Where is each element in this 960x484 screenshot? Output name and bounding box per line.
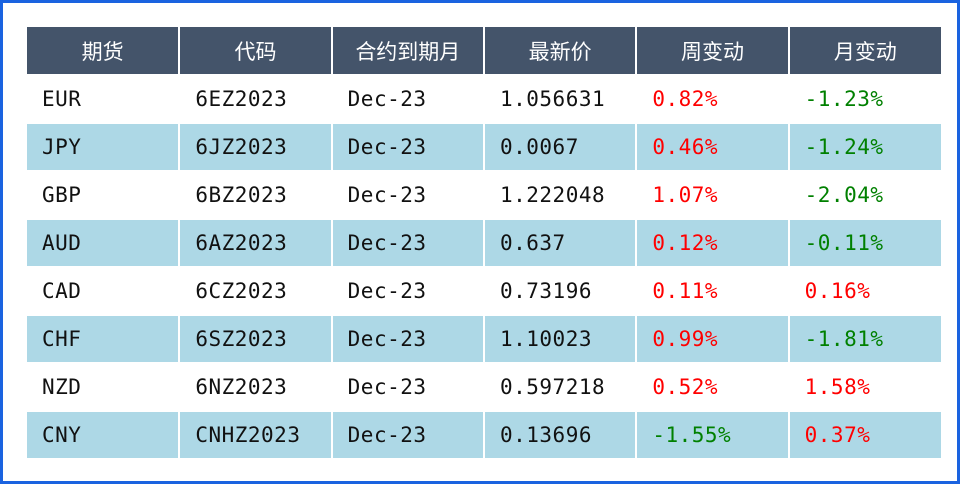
cell-week-change: 0.99% xyxy=(636,315,790,363)
cell-code: 6JZ2023 xyxy=(179,123,333,171)
cell-price: 1.056631 xyxy=(483,75,638,123)
table-row: AUD 6AZ2023 Dec-23 0.637 0.12% -0.11% xyxy=(27,219,941,267)
header-row: 期货 代码 合约到期月 最新价 周变动 月变动 xyxy=(27,27,941,75)
table-row: JPY 6JZ2023 Dec-23 0.0067 0.46% -1.24% xyxy=(27,123,941,171)
cell-week-change: 0.12% xyxy=(636,219,790,267)
cell-code: CNHZ2023 xyxy=(179,411,333,458)
cell-week-change: 0.82% xyxy=(636,75,790,123)
cell-expiry: Dec-23 xyxy=(331,315,485,363)
table-row: CHF 6SZ2023 Dec-23 1.10023 0.99% -1.81% xyxy=(27,315,941,363)
cell-expiry: Dec-23 xyxy=(331,267,485,315)
cell-month-change: 1.58% xyxy=(788,363,941,411)
cell-week-change: 0.46% xyxy=(636,123,790,171)
cell-price: 0.637 xyxy=(483,219,638,267)
cell-symbol: CAD xyxy=(27,267,181,315)
cell-code: 6EZ2023 xyxy=(179,75,333,123)
cell-week-change: 1.07% xyxy=(636,171,790,219)
cell-price: 0.597218 xyxy=(483,363,638,411)
cell-month-change: -0.11% xyxy=(788,219,941,267)
cell-expiry: Dec-23 xyxy=(331,219,485,267)
cell-month-change: -1.23% xyxy=(788,75,941,123)
cell-price: 1.222048 xyxy=(483,171,638,219)
header-futures: 期货 xyxy=(27,27,181,75)
cell-symbol: GBP xyxy=(27,171,181,219)
cell-month-change: -1.81% xyxy=(788,315,941,363)
futures-table: 期货 代码 合约到期月 最新价 周变动 月变动 EUR 6EZ2023 Dec-23… xyxy=(27,27,941,458)
cell-code: 6NZ2023 xyxy=(179,363,333,411)
cell-symbol: CNY xyxy=(27,411,181,458)
header-expiry: 合约到期月 xyxy=(331,27,485,75)
cell-expiry: Dec-23 xyxy=(331,123,485,171)
cell-code: 6BZ2023 xyxy=(179,171,333,219)
cell-symbol: EUR xyxy=(27,75,181,123)
header-code: 代码 xyxy=(179,27,333,75)
cell-month-change: -1.24% xyxy=(788,123,941,171)
table-row: CAD 6CZ2023 Dec-23 0.73196 0.11% 0.16% xyxy=(27,267,941,315)
cell-price: 0.73196 xyxy=(483,267,638,315)
header-week-change: 周变动 xyxy=(636,27,790,75)
table-row: GBP 6BZ2023 Dec-23 1.222048 1.07% -2.04% xyxy=(27,171,941,219)
cell-price: 0.0067 xyxy=(483,123,638,171)
cell-code: 6SZ2023 xyxy=(179,315,333,363)
cell-symbol: AUD xyxy=(27,219,181,267)
header-price: 最新价 xyxy=(483,27,638,75)
header-month-change: 月变动 xyxy=(788,27,941,75)
cell-code: 6AZ2023 xyxy=(179,219,333,267)
cell-symbol: JPY xyxy=(27,123,181,171)
cell-expiry: Dec-23 xyxy=(331,363,485,411)
cell-week-change: -1.55% xyxy=(636,411,790,458)
cell-week-change: 0.52% xyxy=(636,363,790,411)
cell-month-change: -2.04% xyxy=(788,171,941,219)
cell-month-change: 0.16% xyxy=(788,267,941,315)
cell-week-change: 0.11% xyxy=(636,267,790,315)
cell-expiry: Dec-23 xyxy=(331,411,485,458)
cell-price: 0.13696 xyxy=(483,411,638,458)
cell-symbol: CHF xyxy=(27,315,181,363)
cell-code: 6CZ2023 xyxy=(179,267,333,315)
cell-expiry: Dec-23 xyxy=(331,75,485,123)
table-row: EUR 6EZ2023 Dec-23 1.056631 0.82% -1.23% xyxy=(27,75,941,123)
cell-month-change: 0.37% xyxy=(788,411,941,458)
table-row: CNY CNHZ2023 Dec-23 0.13696 -1.55% 0.37% xyxy=(27,411,941,458)
cell-price: 1.10023 xyxy=(483,315,638,363)
cell-symbol: NZD xyxy=(27,363,181,411)
table-row: NZD 6NZ2023 Dec-23 0.597218 0.52% 1.58% xyxy=(27,363,941,411)
cell-expiry: Dec-23 xyxy=(331,171,485,219)
